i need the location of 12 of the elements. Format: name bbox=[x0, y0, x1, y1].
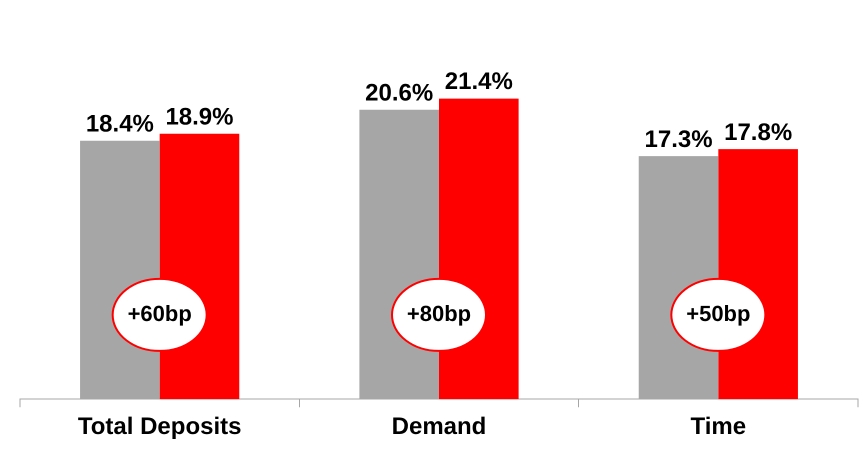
data-label: 18.4% bbox=[86, 110, 154, 138]
data-label: 21.4% bbox=[444, 68, 513, 96]
annotation: +60bp bbox=[128, 300, 192, 326]
data-label: 18.9% bbox=[165, 103, 234, 130]
annotation: +80bp bbox=[406, 300, 472, 326]
annotation: +50bp bbox=[686, 300, 750, 326]
data-label: 17.8% bbox=[724, 118, 792, 146]
x-tick-label: Total Deposits bbox=[78, 413, 242, 440]
x-tick-label: Time bbox=[690, 413, 746, 440]
data-label: 17.3% bbox=[644, 126, 713, 153]
x-tick-label: Demand bbox=[392, 413, 486, 440]
data-label: 20.6% bbox=[365, 79, 434, 106]
